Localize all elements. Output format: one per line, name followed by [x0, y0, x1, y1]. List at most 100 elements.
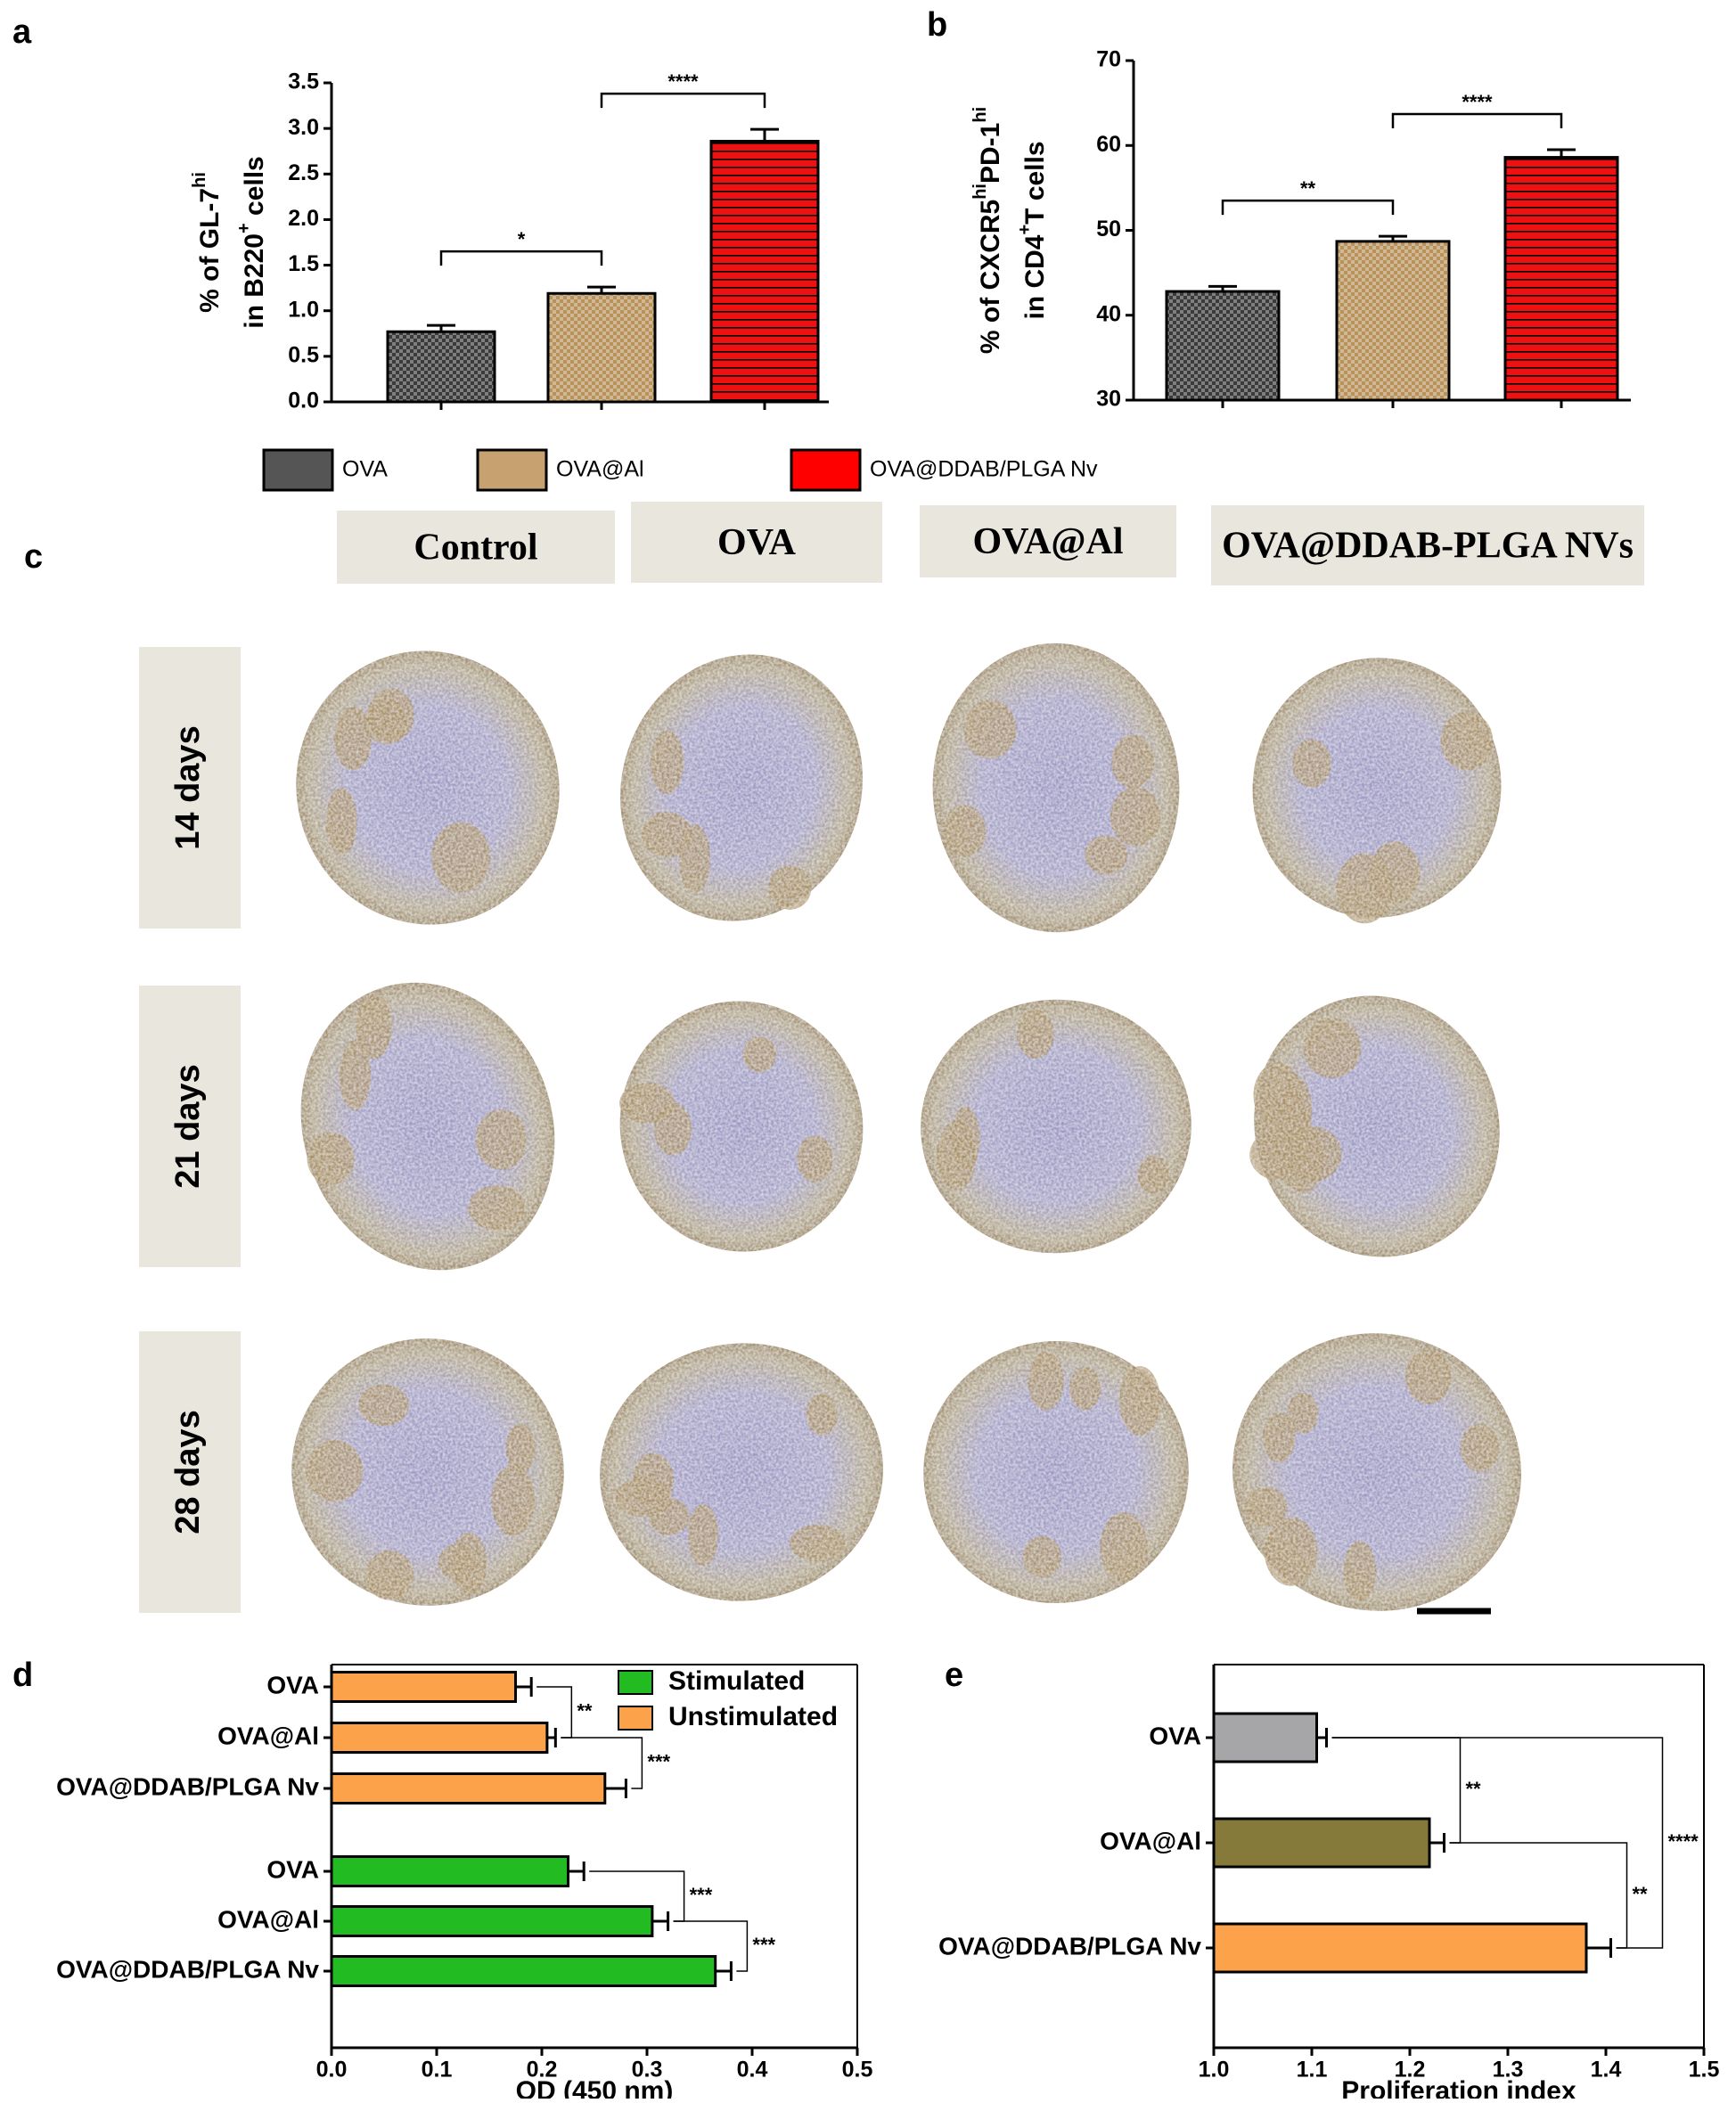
- follicle: [1460, 1424, 1500, 1472]
- y-axis-label: in CD4+T cells: [1015, 141, 1050, 319]
- y-tick-label: 0.5: [288, 342, 319, 367]
- follicle: [1369, 841, 1421, 904]
- x-tick-label: 1.4: [1591, 2058, 1622, 2083]
- bar: [1212, 1817, 1431, 1869]
- follicle: [1022, 1535, 1061, 1578]
- y-axis-label-part: % of GL-7: [195, 188, 225, 313]
- follicle: [937, 1121, 977, 1191]
- row-header: 28 days: [169, 1410, 207, 1534]
- bar: [1212, 1712, 1318, 1763]
- significance-bracket: [1221, 199, 1395, 216]
- bar: [546, 291, 657, 404]
- follicle: [339, 1039, 372, 1111]
- follicle: [1111, 734, 1154, 789]
- y-tick-label: 2.0: [288, 206, 319, 231]
- follicle: [358, 1384, 409, 1427]
- significance-bracket: [439, 250, 603, 266]
- follicle: [475, 1109, 527, 1170]
- follicle: [307, 1132, 355, 1185]
- y-tick-label: OVA@Al: [217, 1722, 319, 1749]
- y-tick-label: 40: [1096, 301, 1121, 326]
- y-tick-label: 70: [1096, 47, 1121, 72]
- y-tick-label: 30: [1096, 387, 1121, 412]
- bar: [1503, 156, 1619, 402]
- legend-swatch: [618, 1706, 653, 1731]
- micrograph: [600, 1343, 883, 1601]
- column-header-box: [920, 505, 1176, 577]
- column-header-box: [631, 502, 882, 583]
- significance-bracket: [600, 92, 766, 109]
- x-tick-label: 1.2: [1395, 2058, 1426, 2083]
- y-tick-label: 1.5: [288, 251, 319, 276]
- y-tick-label: OVA: [266, 1671, 319, 1698]
- y-axis-label: % of CXCR5hiPD-1hi: [970, 107, 1005, 354]
- follicle: [1244, 1487, 1288, 1526]
- significance-label: **: [1300, 177, 1316, 200]
- micrograph: [619, 1001, 864, 1252]
- micrograph: [1232, 1333, 1521, 1611]
- follicle: [450, 1532, 487, 1595]
- follicle: [1016, 1010, 1054, 1060]
- tissue-section: [921, 999, 1191, 1254]
- tissue-section: [1232, 1333, 1521, 1611]
- y-tick-label: OVA: [1149, 1722, 1201, 1749]
- y-axis-label: % of GL-7hi: [190, 172, 225, 313]
- tissue-section: [296, 651, 560, 925]
- micrograph: [1249, 995, 1500, 1257]
- legend-label: OVA: [342, 457, 388, 482]
- significance-label: ****: [1668, 1830, 1699, 1853]
- x-tick-label: 1.1: [1297, 2058, 1328, 2083]
- legend-label: OVA@DDAB/PLGA Nv: [870, 457, 1098, 482]
- follicle: [365, 1550, 414, 1600]
- x-tick-label: 1.3: [1493, 2058, 1524, 2083]
- significance-label: ***: [690, 1884, 713, 1906]
- follicle: [1100, 1511, 1148, 1583]
- y-tick-label: OVA@DDAB/PLGA Nv: [56, 1772, 319, 1800]
- significance-label: **: [1633, 1883, 1649, 1905]
- follicle: [1069, 1367, 1101, 1411]
- micrograph: [923, 1341, 1189, 1603]
- tissue-section: [620, 654, 863, 921]
- bar: [1165, 290, 1281, 402]
- significance-label: ****: [1462, 91, 1493, 113]
- bar: [1212, 1922, 1588, 1974]
- y-axis-label-part: PD-1: [976, 123, 1005, 184]
- significance-bracket: [561, 1737, 643, 1789]
- follicle: [806, 1394, 838, 1436]
- micrograph: [620, 654, 863, 921]
- follicle: [796, 1135, 833, 1182]
- follicle: [768, 865, 812, 910]
- follicle: [367, 689, 414, 742]
- follicle: [1287, 1393, 1319, 1434]
- column-header: OVA@DDAB-PLGA NVs: [1222, 526, 1634, 567]
- x-tick-label: 0.3: [632, 2058, 663, 2083]
- micrograph: [296, 651, 560, 925]
- y-tick-label: 2.5: [288, 160, 319, 185]
- y-axis-label-part: hi: [970, 107, 990, 123]
- micrograph: [932, 642, 1180, 933]
- follicle: [1405, 1349, 1452, 1404]
- follicle: [1084, 835, 1128, 875]
- follicle: [1292, 739, 1331, 788]
- legend-swatch: [618, 1670, 653, 1695]
- follicle: [789, 1525, 846, 1562]
- bar: [1335, 240, 1451, 402]
- bar: [330, 1855, 569, 1887]
- follicle: [1119, 1366, 1160, 1436]
- y-tick-label: 50: [1096, 217, 1121, 241]
- bar: [386, 330, 496, 404]
- x-tick-label: 0.4: [737, 2058, 768, 2083]
- legend-label: Unstimulated: [668, 1702, 838, 1731]
- significance-label: ***: [752, 1934, 775, 1956]
- follicle: [1028, 1352, 1064, 1411]
- follicle: [654, 1102, 692, 1156]
- bar: [330, 1772, 607, 1804]
- y-axis-label-part: in B220: [240, 233, 269, 329]
- column-header: Control: [414, 528, 537, 569]
- y-tick-label: OVA@DDAB/PLGA Nv: [938, 1932, 1201, 1960]
- follicle: [491, 1464, 536, 1536]
- row-header: 14 days: [169, 725, 207, 849]
- y-axis-label-part: +: [1015, 225, 1035, 235]
